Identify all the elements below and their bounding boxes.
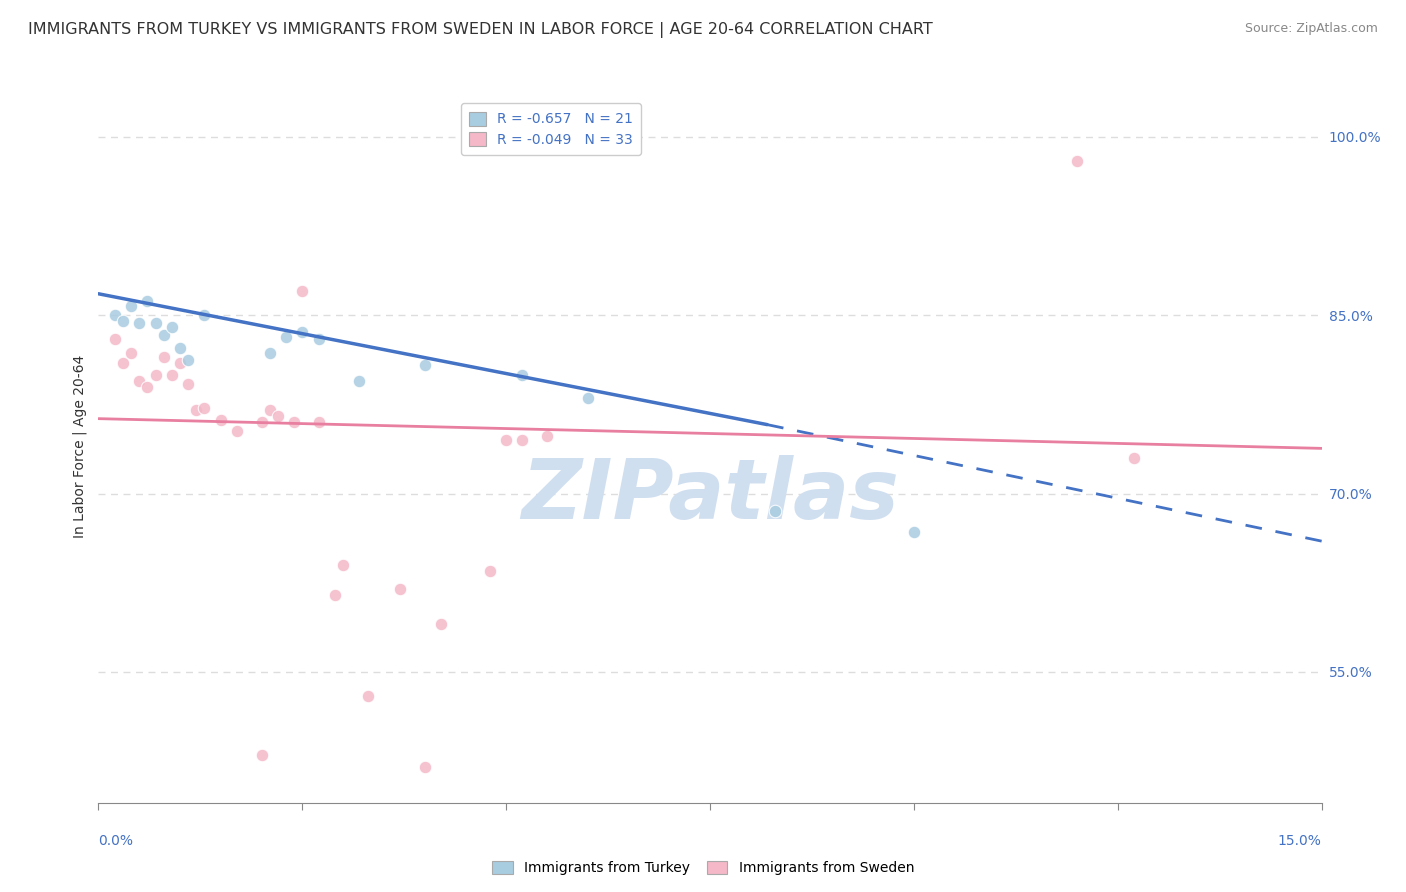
- Point: [1066, 153, 1088, 168]
- Point: [291, 285, 314, 299]
- Point: [430, 617, 453, 632]
- Point: [267, 409, 290, 424]
- Text: Source: ZipAtlas.com: Source: ZipAtlas.com: [1244, 22, 1378, 36]
- Point: [250, 748, 273, 763]
- Point: [111, 314, 134, 328]
- Point: [478, 564, 501, 578]
- Point: [111, 356, 134, 370]
- Point: [413, 760, 436, 774]
- Point: [160, 368, 183, 382]
- Point: [209, 413, 232, 427]
- Point: [903, 524, 925, 539]
- Point: [576, 392, 599, 406]
- Point: [120, 299, 142, 313]
- Point: [160, 320, 183, 334]
- Point: [120, 346, 142, 360]
- Point: [349, 374, 371, 388]
- Legend: R = -0.657   N = 21, R = -0.049   N = 33: R = -0.657 N = 21, R = -0.049 N = 33: [461, 103, 641, 155]
- Y-axis label: In Labor Force | Age 20-64: In Labor Force | Age 20-64: [73, 354, 87, 538]
- Point: [177, 353, 200, 368]
- Point: [763, 504, 786, 518]
- Point: [536, 429, 558, 443]
- Point: [169, 342, 191, 356]
- Point: [136, 293, 159, 308]
- Point: [291, 325, 314, 339]
- Point: [259, 403, 281, 417]
- Point: [145, 368, 167, 382]
- Point: [512, 433, 534, 447]
- Point: [193, 308, 215, 322]
- Point: [169, 356, 191, 370]
- Text: 15.0%: 15.0%: [1278, 834, 1322, 848]
- Point: [226, 424, 249, 438]
- Text: IMMIGRANTS FROM TURKEY VS IMMIGRANTS FROM SWEDEN IN LABOR FORCE | AGE 20-64 CORR: IMMIGRANTS FROM TURKEY VS IMMIGRANTS FRO…: [28, 22, 932, 38]
- Point: [104, 332, 127, 346]
- Text: ZIPatlas: ZIPatlas: [522, 456, 898, 536]
- Point: [193, 401, 215, 415]
- Point: [389, 582, 412, 596]
- Point: [356, 689, 378, 703]
- Point: [250, 415, 273, 429]
- Point: [323, 588, 346, 602]
- Point: [1123, 450, 1146, 465]
- Point: [136, 379, 159, 393]
- Legend: Immigrants from Turkey, Immigrants from Sweden: Immigrants from Turkey, Immigrants from …: [486, 855, 920, 880]
- Point: [104, 308, 127, 322]
- Point: [413, 358, 436, 372]
- Point: [259, 346, 281, 360]
- Point: [128, 374, 150, 388]
- Point: [152, 350, 174, 364]
- Point: [308, 415, 330, 429]
- Point: [495, 433, 517, 447]
- Point: [512, 368, 534, 382]
- Point: [186, 403, 208, 417]
- Point: [152, 328, 174, 343]
- Point: [177, 377, 200, 392]
- Point: [145, 317, 167, 331]
- Point: [283, 415, 305, 429]
- Point: [308, 332, 330, 346]
- Point: [128, 317, 150, 331]
- Point: [332, 558, 354, 572]
- Text: 0.0%: 0.0%: [98, 834, 134, 848]
- Point: [274, 329, 297, 343]
